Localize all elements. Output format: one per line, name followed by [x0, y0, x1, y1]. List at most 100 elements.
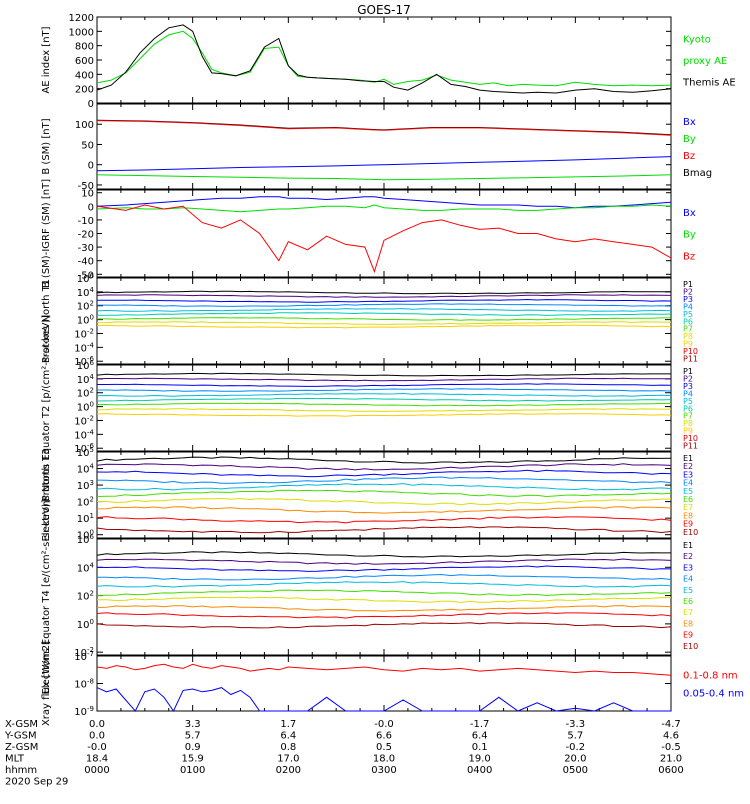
series-group [96, 196, 672, 274]
channel-line-e7 [96, 596, 672, 603]
legend-entry: Kyoto [683, 35, 711, 46]
y-tick-label: 102 [77, 387, 94, 400]
legend-entry-e9: E9 [683, 520, 693, 529]
footer-value: 5.7 [185, 731, 201, 742]
legend-entry: Bmag [683, 168, 712, 179]
footer-value: 0000 [84, 765, 109, 776]
legend-entry-p10: P10 [683, 347, 698, 356]
series-group [96, 290, 672, 329]
y-tick-label: 104 [77, 463, 95, 476]
footer-value: 6.6 [376, 731, 392, 742]
footer-value: -0.0 [87, 742, 107, 753]
legend-entry: Bx [683, 117, 696, 128]
y-tick-label: 1200 [69, 13, 94, 24]
legend-entry-e6: E6 [683, 495, 693, 504]
channel-line-p2 [96, 294, 672, 298]
y-tick-label: 106 [77, 272, 95, 285]
y-tick-label: 200 [75, 85, 94, 96]
series-line-bz [96, 204, 672, 274]
channel-line-p6 [96, 312, 672, 316]
channel-line-e9 [96, 612, 672, 619]
y-tick-label: 106 [77, 533, 95, 546]
y-tick-label: 10-2 [74, 646, 94, 659]
legend-entry-p6: P6 [683, 404, 693, 413]
legend-entry: Bx [683, 208, 696, 219]
y-axis-ticks: -50 0 50 100 [75, 104, 672, 192]
series-line-0-05-0-4-nm [96, 687, 671, 713]
footer-value: 0.1 [472, 742, 488, 753]
series-line-0-1-0-8-nm [96, 663, 672, 676]
legend-entry-p10: P10 [683, 434, 698, 443]
series-group [96, 663, 672, 713]
footer-row-label: X-GSM [5, 719, 38, 730]
y-tick-label: 101 [77, 512, 94, 525]
panel-frame [96, 189, 672, 278]
y-tick-label: 10-2 [74, 327, 94, 340]
y-tick-label: 10-6 [74, 442, 94, 455]
legend-entry-e8: E8 [683, 511, 693, 520]
y-axis-ticks: 10-7 10-8 10-9 [74, 650, 672, 718]
channel-line-p2 [96, 377, 672, 382]
y-axis-label: AE index [nT] [41, 26, 52, 93]
channel-line-p1 [96, 290, 671, 295]
channel-line-p9 [96, 324, 672, 329]
channel-line-p7 [97, 317, 672, 321]
legend-entry-e8: E8 [683, 619, 693, 628]
y-tick-label: -20 [78, 230, 94, 241]
legend-entry-e4: E4 [683, 575, 693, 584]
footer-value: 6.4 [472, 731, 488, 742]
footer-row-label: Z-GSM [5, 742, 38, 753]
legend-entry: 0.1-0.8 nm [683, 670, 738, 681]
y-tick-label: 10-4 [74, 341, 94, 354]
panel-frame [96, 364, 672, 452]
legend-entry-p11: P11 [683, 442, 698, 451]
y-axis-ticks: 106 104 102 100 10-2 [74, 533, 672, 659]
channel-line-p7 [97, 402, 671, 407]
channel-line-e3 [96, 565, 672, 572]
legend-entry-p3: P3 [683, 295, 693, 304]
y-tick-label: 0 [88, 202, 94, 213]
legend-entry-p11: P11 [683, 355, 698, 364]
y-tick-label: 105 [77, 446, 94, 459]
footer-value: 0600 [658, 765, 683, 776]
footer-value: -0.2 [566, 742, 586, 753]
y-tick-label: -40 [78, 257, 94, 268]
y-tick-label: -10 [78, 216, 94, 227]
channel-line-e5 [96, 581, 672, 588]
channel-line-e4 [96, 573, 672, 581]
y-tick-label: 103 [77, 479, 94, 492]
footer-value: 4.6 [663, 731, 679, 742]
y-tick-label: 104 [77, 286, 95, 299]
footer-value: 6.4 [280, 731, 296, 742]
channel-line-e9 [96, 516, 672, 524]
footer-value: 0300 [371, 765, 396, 776]
channel-line-p4 [97, 388, 672, 392]
y-tick-label: 1000 [69, 27, 94, 38]
y-tick-label: 600 [75, 56, 94, 67]
legend-entry: Bz [683, 251, 695, 262]
footer-value: 19.0 [469, 754, 491, 765]
footer-value: 17.0 [277, 754, 299, 765]
legend-entry-e10: E10 [683, 528, 698, 537]
legend-entry-p2: P2 [683, 287, 693, 296]
footer-value: -0.5 [661, 742, 681, 753]
legend-entry-p7: P7 [683, 325, 693, 334]
channel-line-e6 [96, 489, 672, 498]
footer-ephemeris: X-GSM 0.0 3.3 1.7 -0.0 -1.7 -3.3 -4.7 Y-GSM 0.0 5.… [4, 719, 684, 788]
channel-line-p5 [96, 392, 672, 397]
footer-value: -3.3 [566, 719, 586, 730]
channel-line-e2 [96, 463, 672, 471]
legend-entry-e7: E7 [683, 608, 693, 617]
series-line-by [96, 174, 672, 181]
y-tick-label: 0 [88, 161, 94, 172]
channel-line-e2 [96, 558, 672, 565]
legend-entry-e2: E2 [683, 552, 693, 561]
panel-frame [96, 277, 672, 365]
footer-value: 0.0 [89, 731, 105, 742]
footer-value: 15.9 [182, 754, 204, 765]
